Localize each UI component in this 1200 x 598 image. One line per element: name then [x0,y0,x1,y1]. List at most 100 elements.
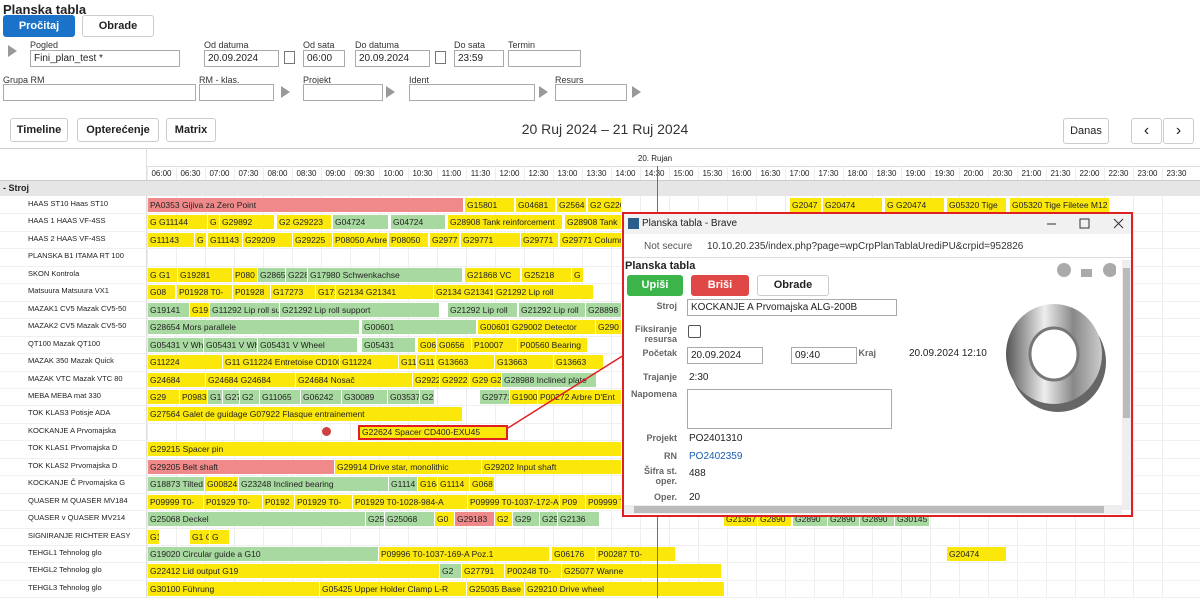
task-bar[interactable]: G29225 [293,232,333,247]
task-bar[interactable]: G11065 [260,389,301,404]
task-bar[interactable]: G21292 Lip roll [494,285,594,300]
task-bar[interactable]: G11224 [340,355,399,370]
task-bar[interactable]: G29226 Belt [413,372,440,387]
task-bar[interactable]: G00601 [478,320,510,335]
task-bar[interactable]: G05320 Tige Filetee M12 [1010,198,1110,212]
task-bar[interactable]: G11292 Lip roll support [210,302,280,317]
task-bar[interactable]: P01928 [233,285,271,300]
from-date[interactable]: 20.09.2024 [204,50,279,67]
task-bar[interactable]: G11143 [208,232,243,247]
task-bar[interactable]: G290 [596,320,622,335]
class-input[interactable] [199,84,274,101]
task-bar[interactable]: P080 [233,267,258,282]
window-controls[interactable] [1044,217,1129,231]
load-button[interactable]: Opterećenje [77,118,159,142]
start-date[interactable]: 20.09.2024 [687,347,763,364]
task-bar[interactable]: G11224 [148,355,223,370]
task-bar[interactable]: G1 [148,529,160,544]
task-bar[interactable]: G22624 Spacer CD400-EXU45 [358,424,508,440]
task-bar[interactable]: G24684 Nosač [296,372,413,387]
task-bar[interactable]: G1114 [389,477,418,492]
task-bar[interactable]: P01928 T0- [177,285,233,300]
task-bar[interactable]: G23248 Inclined bearing [239,477,389,492]
task-bar[interactable]: P00248 T0- [505,564,562,579]
task-bar[interactable]: G0 [435,512,455,527]
task-bar[interactable]: G15801 [465,198,515,212]
timeline-button[interactable]: Timeline [10,118,68,142]
task-bar[interactable]: G2 [420,389,435,404]
task-bar[interactable]: G17980 Schwenkachse [308,267,463,282]
view-select[interactable]: Fini_plan_test * [30,50,180,67]
task-bar[interactable]: G05431 V Wheel [148,337,204,352]
checkbox[interactable] [688,325,701,338]
task-bar[interactable]: G13663 [554,355,604,370]
task-bar[interactable]: G25077 Wanne [562,564,722,579]
task-bar[interactable]: G2134 G21341 [336,285,434,300]
task-bar[interactable]: G25218 [522,267,572,282]
h-scrollbar[interactable] [624,505,1122,514]
task-bar[interactable]: P10007 [472,337,518,352]
next-button[interactable]: › [1163,118,1194,144]
from-time[interactable]: 06:00 [303,50,345,67]
task-bar[interactable]: G11 [399,355,417,370]
task-bar[interactable]: G1114 [438,477,470,492]
to-date[interactable]: 20.09.2024 [355,50,430,67]
task-bar[interactable]: G24684 [148,372,206,387]
play[interactable] [386,86,395,98]
popup-icons[interactable] [1056,262,1116,278]
task-bar[interactable]: G29769 [540,512,558,527]
task-bar[interactable]: G30100 Führung [148,581,320,596]
task-bar[interactable]: G1 G1 [190,529,210,544]
task-bar[interactable]: G228 [286,267,308,282]
task-bar[interactable]: G20474 [947,547,1007,561]
task-bar[interactable]: P00560 Bearing [518,337,588,352]
task-bar[interactable]: P08050 [389,232,429,247]
matrix-button[interactable]: Matrix [166,118,216,142]
task-bar[interactable]: G05431 V Wheel [258,337,358,352]
task-bar[interactable]: G27791 [462,564,505,579]
task-bar[interactable]: G21292 Lip roll [519,302,586,317]
task-bar[interactable]: G2977 [430,232,460,247]
play[interactable] [281,86,290,98]
task-bar[interactable]: P09999 T0-1037-172-A [468,494,560,509]
task-bar[interactable]: G03537 [388,389,420,404]
task-bar[interactable]: G22412 Lid output G19 [148,564,440,579]
task-bar[interactable]: G00824 [205,477,239,492]
task-bar[interactable]: G28988 Inclined plate [502,372,597,387]
task-bar[interactable]: G05320 Tige [947,198,1007,212]
task-bar[interactable]: P09999 T0- [148,494,204,509]
task-bar[interactable]: G21292 Lip roll [448,302,518,317]
task-bar[interactable]: G11 [417,355,436,370]
ops-button[interactable]: Obrade [82,15,154,37]
task-bar[interactable]: G1 [208,389,223,404]
task-bar[interactable]: G2 [440,564,462,579]
task-bar[interactable]: P00272 Arbre D'Ent [538,389,622,404]
group-select[interactable] [3,84,196,101]
task-bar[interactable]: P01929 T0- [204,494,263,509]
project-input[interactable] [303,84,383,101]
task-bar[interactable]: G28898 [586,302,622,317]
task-bar[interactable]: G08 [148,285,176,300]
task-bar[interactable]: G2 G29223 [277,215,332,230]
task-bar[interactable]: G28908 Tank [565,215,622,230]
calendar-icon[interactable] [284,51,295,64]
task-bar[interactable]: G18873 Tilted [148,477,205,492]
task-bar[interactable]: G21292 Lip roll support [280,302,440,317]
machine-select[interactable]: KOCKANJE A Prvomajska ALG-200B [687,299,897,316]
task-bar[interactable]: G [208,215,220,230]
task-bar[interactable]: G06 [418,337,437,352]
task-bar[interactable]: G29210 Drive wheel [525,581,725,596]
task-bar[interactable]: G13663 [495,355,554,370]
task-bar[interactable]: P0192 [263,494,295,509]
task-bar[interactable]: G27564 Galet de guidage G07922 Flasque e… [148,407,463,422]
task-bar[interactable]: G27 [223,389,240,404]
task-bar[interactable]: G05425 Upper Holder Clamp L-R [320,581,467,596]
task-bar[interactable]: G17273 [271,285,316,300]
task-bar[interactable]: P01929 T0-1028-984-A [353,494,468,509]
delete-button[interactable]: Briši [691,275,749,296]
task-bar[interactable]: G29 [513,512,540,527]
task-bar[interactable]: G29202 Input shaft [482,459,622,474]
task-bar[interactable]: G [210,529,230,544]
task-bar[interactable]: G20474 [823,198,883,212]
task-bar[interactable]: G29771 [480,389,510,404]
